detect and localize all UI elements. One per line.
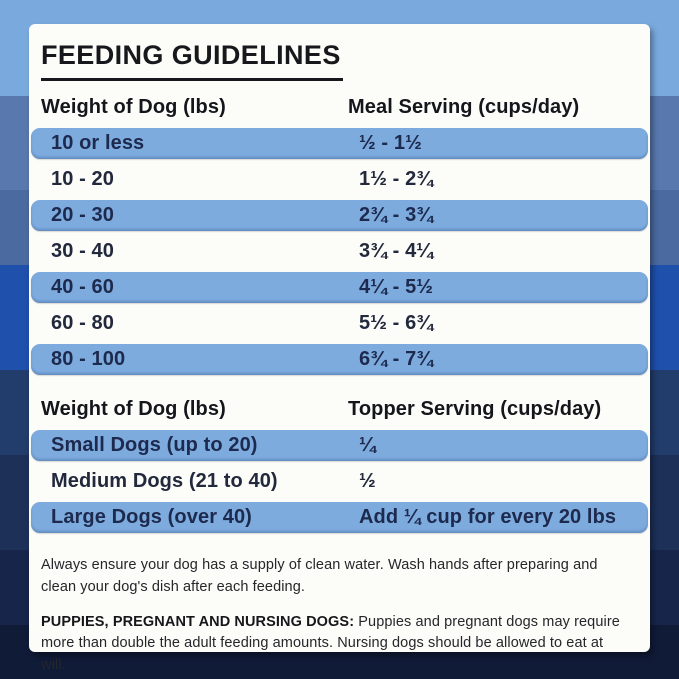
serving-cell: 1½ - 2¾ <box>359 168 434 190</box>
weight-cell: 80 - 100 <box>51 348 126 370</box>
panel-title: FEEDING GUIDELINES <box>41 40 343 81</box>
serving-cell: 2¾ - 3¾ <box>359 204 434 226</box>
weight-cell: 40 - 60 <box>51 276 114 298</box>
meal-serving-column-header: Meal Serving (cups/day) <box>348 96 580 118</box>
table-row: Small Dogs (up to 20) ¼ <box>31 430 648 461</box>
footer-notes: Always ensure your dog has a supply of c… <box>40 555 639 677</box>
serving-cell: 3¾ - 4¼ <box>359 240 434 262</box>
weight-cell: Medium Dogs (21 to 40) <box>51 470 278 492</box>
serving-cell: 4¼ - 5½ <box>359 276 434 298</box>
table-row: 10 - 20 1½ - 2¾ <box>31 164 648 195</box>
feeding-guidelines-panel: FEEDING GUIDELINES Weight of Dog (lbs) M… <box>29 24 650 673</box>
serving-cell: ¼ <box>359 434 376 456</box>
weight-column-header: Weight of Dog (lbs) <box>41 398 226 420</box>
weight-cell: 30 - 40 <box>51 240 114 262</box>
table-row: 60 - 80 5½ - 6¾ <box>31 308 648 339</box>
serving-cell: 6¾ - 7¾ <box>359 348 434 370</box>
table-row: 20 - 30 2¾ - 3¾ <box>31 200 648 231</box>
weight-cell: Small Dogs (up to 20) <box>51 434 258 456</box>
puppies-note-label: PUPPIES, PREGNANT AND NURSING DOGS: <box>41 613 355 630</box>
weight-cell: Large Dogs (over 40) <box>51 506 252 528</box>
serving-cell: Add ¼ cup for every 20 lbs <box>359 506 617 528</box>
clean-water-note: Always ensure your dog has a supply of c… <box>41 557 598 595</box>
serving-cell: ½ - 1½ <box>359 132 422 154</box>
puppies-note-text: Puppies and pregnant dogs may require mo… <box>41 613 620 674</box>
table-row: Large Dogs (over 40) Add ¼ cup for every… <box>31 502 648 533</box>
weight-cell: 10 or less <box>51 132 145 154</box>
table-row: 80 - 100 6¾ - 7¾ <box>31 344 648 375</box>
table-row: 40 - 60 4¼ - 5½ <box>31 272 648 303</box>
serving-cell: 5½ - 6¾ <box>359 312 434 334</box>
weight-cell: 10 - 20 <box>51 168 114 190</box>
meal-table-header: Weight of Dog (lbs) Meal Serving (cups/d… <box>40 96 639 119</box>
weight-cell: 60 - 80 <box>51 312 114 334</box>
topper-table-header: Weight of Dog (lbs) Topper Serving (cups… <box>40 398 639 421</box>
table-row: Medium Dogs (21 to 40) ½ <box>31 466 648 497</box>
table-row: 10 or less ½ - 1½ <box>31 128 648 159</box>
topper-serving-column-header: Topper Serving (cups/day) <box>348 398 602 420</box>
puppies-note: PUPPIES, PREGNANT AND NURSING DOGS: Pupp… <box>41 612 631 677</box>
weight-column-header: Weight of Dog (lbs) <box>41 96 226 118</box>
serving-cell: ½ <box>359 470 376 492</box>
weight-cell: 20 - 30 <box>51 204 114 226</box>
table-row: 30 - 40 3¾ - 4¼ <box>31 236 648 267</box>
